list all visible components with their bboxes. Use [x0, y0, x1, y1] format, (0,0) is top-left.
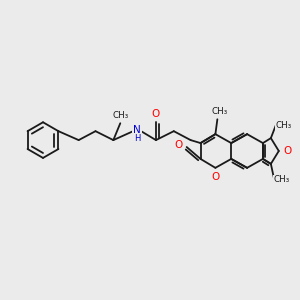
Text: O: O	[211, 172, 220, 182]
Text: O: O	[284, 146, 292, 156]
Text: O: O	[152, 109, 160, 119]
Text: CH₃: CH₃	[274, 175, 290, 184]
Text: CH₃: CH₃	[112, 111, 128, 120]
Text: H: H	[134, 134, 140, 142]
Text: CH₃: CH₃	[211, 107, 227, 116]
Text: N: N	[133, 125, 141, 135]
Text: O: O	[175, 140, 183, 150]
Text: CH₃: CH₃	[276, 121, 292, 130]
